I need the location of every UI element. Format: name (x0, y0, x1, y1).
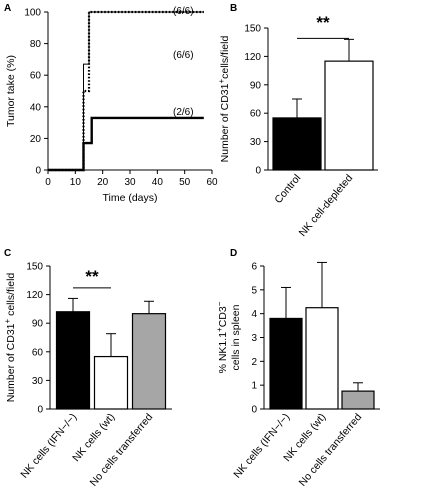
y-tick-label-A: 60 (30, 71, 42, 82)
y-tick-label-C: 120 (26, 290, 43, 301)
y-axis-label-D-line1: % NK1.1+CD3− (215, 301, 230, 373)
y-axis-label-A: Tumor take (%) (5, 55, 17, 127)
y-tick-label-C: 0 (37, 405, 43, 416)
y-label-text: cells/field (5, 273, 17, 319)
y-label-text: Number of CD31 (219, 83, 231, 162)
y-axis-label-B: Number of CD31+cells/field (217, 36, 232, 163)
y-label-text: % NK1.1 (217, 332, 229, 374)
y-tick-label-C: 150 (26, 262, 43, 273)
y-tick-label-C: 90 (32, 319, 44, 330)
y-tick-label-D: 6 (251, 262, 257, 273)
y-tick-label-A: 0 (35, 166, 41, 177)
x-tick-label-A: 10 (70, 177, 82, 188)
series-line-solid-thick (48, 116, 204, 172)
y-tick-label-D: 5 (251, 285, 257, 296)
y-label-text: Number of CD31 (5, 323, 17, 402)
category-label: NK cells (IFN−/−) (231, 411, 292, 480)
x-axis-label-A: Time (days) (102, 192, 157, 204)
significance-marker: ** (85, 267, 99, 286)
y-label-text: cells/field (219, 36, 231, 79)
bar (305, 307, 339, 410)
y-tick-label-B: 0 (255, 166, 261, 177)
bar (55, 311, 91, 410)
y-tick-label-B: 90 (250, 80, 262, 91)
y-tick-label-B: 30 (250, 137, 262, 148)
bar (269, 317, 303, 410)
y-tick-label-A: 80 (30, 39, 42, 50)
x-tick-label-A: 60 (206, 177, 218, 188)
panel-letter: B (230, 3, 237, 14)
y-axis-label-C: Number of CD31+ cells/field (3, 273, 18, 403)
y-tick-label-D: 0 (251, 405, 257, 416)
y-tick-label-A: 100 (24, 8, 41, 19)
significance-marker: ** (316, 13, 330, 32)
x-tick-label-A: 40 (152, 177, 164, 188)
bar (272, 117, 322, 171)
y-tick-label-A: 40 (30, 102, 42, 113)
x-tick-label-A: 30 (124, 177, 136, 188)
series-line-solid-thin (48, 11, 204, 171)
category-label: NK cells (IFN−/−) (18, 411, 79, 480)
y-axis-label-D-line2: cells in spleen (230, 304, 242, 370)
panel-letter: D (230, 248, 237, 259)
bar (93, 355, 129, 410)
x-tick-label-A: 0 (45, 177, 51, 188)
y-tick-label-D: 1 (251, 381, 257, 392)
y-tick-label-D: 4 (251, 309, 257, 320)
y-tick-label-B: 120 (244, 52, 261, 63)
series-line-dotted (48, 10, 204, 172)
y-tick-label-D: 3 (251, 333, 257, 344)
y-tick-label-D: 2 (251, 357, 257, 368)
panel-letter: C (4, 248, 11, 259)
y-label-superscript: − (215, 301, 224, 306)
x-tick-label-A: 50 (179, 177, 191, 188)
y-label-superscript: + (217, 79, 226, 84)
y-tick-label-C: 30 (32, 376, 44, 387)
y-tick-label-B: 60 (250, 109, 262, 120)
y-label-text: CD3 (217, 306, 229, 327)
bar (341, 390, 375, 410)
category-label: NK cell-depleted (297, 172, 356, 239)
series-annotation: (2/6) (173, 107, 194, 118)
y-tick-label-B: 150 (244, 24, 261, 35)
category-label: Control (272, 172, 303, 206)
category-label: No cells transferred (297, 411, 365, 489)
y-tick-label-A: 20 (30, 134, 42, 145)
panel-letter: A (4, 3, 11, 14)
y-label-superscript: + (3, 319, 12, 324)
bar (131, 313, 167, 410)
y-tick-label-C: 60 (32, 347, 44, 358)
y-label-superscript: + (215, 327, 224, 332)
series-annotation: (6/6) (173, 50, 194, 61)
x-tick-label-A: 20 (97, 177, 109, 188)
bar (324, 60, 374, 171)
